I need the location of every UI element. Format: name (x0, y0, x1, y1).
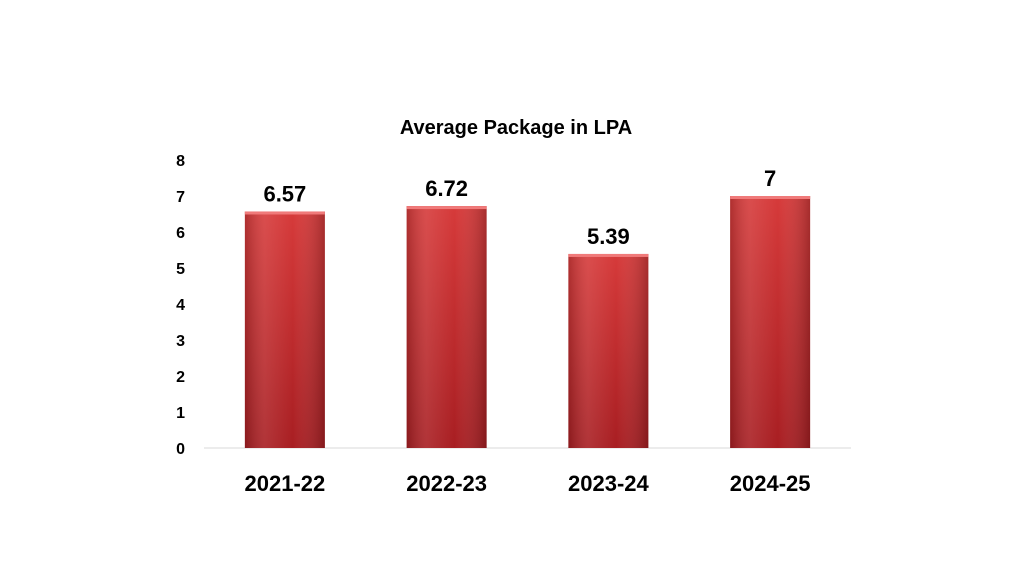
x-tick-label: 2023-24 (568, 471, 650, 496)
bar-value-label: 7 (764, 166, 776, 191)
bar-shading (406, 206, 487, 448)
y-tick-label: 4 (176, 297, 185, 314)
bar-value-label: 5.39 (587, 224, 630, 249)
y-tick-label: 8 (176, 153, 185, 170)
bar-top-highlight (568, 253, 649, 257)
bar-shading (244, 211, 325, 448)
x-tick-label: 2024-25 (730, 471, 811, 496)
y-tick-label: 6 (176, 225, 185, 242)
bar-value-label: 6.72 (425, 176, 468, 201)
y-axis: 0 1 2 3 4 5 6 7 8 (176, 153, 185, 458)
bar-top-highlight (244, 211, 325, 215)
x-tick-label: 2021-22 (245, 471, 326, 496)
y-tick-label: 5 (176, 261, 185, 278)
y-tick-label: 3 (176, 333, 185, 350)
bar-top-highlight (406, 206, 487, 210)
bar-shading (568, 253, 649, 448)
chart-title: Average Package in LPA (400, 117, 632, 139)
x-tick-label: 2022-23 (406, 471, 487, 496)
bar-top-highlight (730, 196, 811, 199)
bar-shading (730, 196, 811, 448)
y-tick-label: 2 (176, 369, 185, 386)
bars: 6.57 6.72 5.39 7 (244, 166, 811, 448)
y-tick-label: 0 (176, 441, 185, 458)
y-tick-label: 7 (176, 189, 185, 206)
bar-value-label: 6.57 (263, 181, 306, 206)
y-tick-label: 1 (176, 405, 185, 422)
x-axis: 2021-22 2022-23 2023-24 2024-25 (245, 471, 811, 496)
